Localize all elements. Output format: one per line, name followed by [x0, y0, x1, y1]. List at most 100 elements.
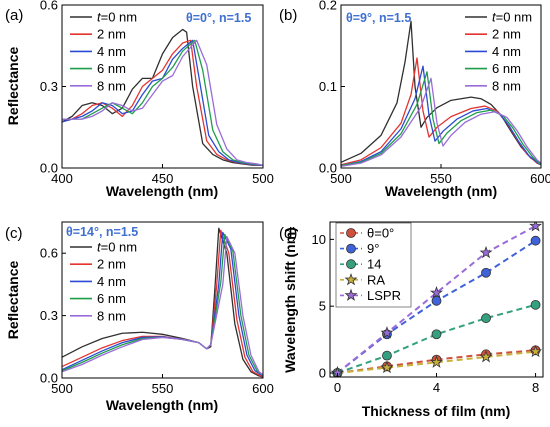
plot-area [330, 222, 543, 377]
legend-label: 8 nm [97, 308, 126, 323]
y-tick-label: 0 [319, 365, 326, 380]
legend-marker [344, 288, 358, 301]
legend-label: 6 nm [492, 61, 521, 76]
data-point [479, 350, 493, 363]
panel-c: 500 550 600 0.0 0.3 0.6 Wavelength (nm) Reflect… [5, 221, 274, 413]
axes-frame [61, 4, 264, 169]
y-tick-label: 0.6 [40, 246, 58, 261]
y-tick-label: 0.0 [40, 371, 58, 386]
x-tick-label: 8 [532, 380, 539, 395]
panel-label: (a) [5, 7, 23, 24]
series-line [62, 39, 263, 166]
data-point [380, 360, 394, 374]
plot-area [62, 227, 263, 378]
legend-marker [344, 272, 358, 286]
y-tick-label: 0.3 [40, 79, 58, 94]
y-tick-label: 0.3 [40, 308, 58, 323]
data-point [429, 285, 444, 299]
legend-label-italic: t [97, 240, 102, 255]
legend-label: t=0 nm [97, 240, 137, 255]
y-tick-label: 10 [312, 232, 326, 247]
legend-label: 8 nm [492, 78, 521, 93]
data-point [382, 350, 392, 361]
data-point [479, 245, 493, 259]
y-tick-label: 0.0 [319, 161, 337, 176]
legend: t=0 nm 2 nm 4 nm 6 nm 8 nm [70, 240, 137, 323]
plot-area [62, 28, 263, 166]
legend-label: 9° [367, 241, 379, 256]
condition-annotation: θ=9°, n=1.5 [346, 11, 411, 25]
x-tick-label: 400 [51, 171, 73, 186]
y-tick-label: 0.1 [319, 79, 337, 94]
y-tick-label: 0.6 [40, 0, 58, 13]
legend-label: 6 nm [97, 61, 126, 76]
panel-b: 500 550 600 0.0 0.1 0.2 Wavelength (nm) (b) θ=9°… [279, 0, 550, 199]
legend-label: 4 nm [492, 44, 521, 59]
legend-marker [346, 259, 356, 270]
y-tick-label: 5 [319, 299, 326, 314]
data-point [431, 295, 442, 306]
legend-label: 14 [367, 257, 381, 272]
series-fit-line [336, 225, 537, 374]
data-point [529, 222, 543, 232]
legend-label-italic: t [492, 10, 497, 25]
data-point [380, 326, 394, 339]
series-line [62, 28, 263, 166]
x-tick-label: 500 [51, 381, 73, 396]
y-axis-label: Wavelength shift (nm) [282, 227, 298, 373]
condition-annotation: θ=14°, n=1.5 [66, 225, 138, 239]
series-line [62, 227, 263, 378]
x-tick-label: 550 [152, 381, 174, 396]
legend-label-rest: =0 nm [496, 10, 533, 25]
series-fit-line [337, 303, 536, 374]
y-axis-label: Reflectance [5, 260, 21, 339]
series-line [62, 39, 263, 166]
legend-label-rest: =0 nm [101, 240, 138, 255]
legend-label: RA [367, 272, 385, 287]
data-point [481, 313, 491, 324]
y-tick-label: 0.0 [40, 161, 58, 176]
legend-marker [346, 243, 356, 254]
panel-label: (d) [279, 225, 297, 242]
x-tick-label: 600 [530, 171, 550, 186]
series-line [341, 20, 541, 165]
series-line [341, 65, 541, 167]
legend-label-italic: t [97, 10, 102, 25]
y-axis-label: Reflectance [5, 46, 21, 125]
legend-label: 2 nm [492, 27, 521, 42]
series-line [62, 39, 263, 166]
x-axis-label: Wavelength (nm) [106, 397, 218, 413]
x-axis-label: Wavelength (nm) [106, 183, 218, 199]
legend-marker [346, 228, 356, 238]
condition-annotation: θ=0°, n=1.5 [186, 11, 251, 25]
series-line [341, 77, 541, 168]
panel-label: (c) [5, 225, 23, 242]
legend-label-rest: =0 nm [101, 10, 138, 25]
legend-label: t=0 nm [97, 10, 137, 25]
x-tick-label: 500 [330, 171, 352, 186]
data-point [431, 329, 442, 340]
legend-label: θ=0° [367, 226, 394, 241]
legend-label: 8 nm [97, 78, 126, 93]
legend: t=0 nm 2 nm 4 nm 6 nm 8 nm [70, 10, 137, 93]
plot-area [341, 20, 541, 168]
legend-label: LSPR [367, 288, 401, 303]
axes-frame [61, 221, 264, 379]
data-point [429, 355, 444, 368]
panel-label: (b) [279, 7, 297, 24]
series-line [62, 235, 263, 376]
data-point [529, 344, 543, 358]
panel-d: 0 4 8 0 5 10 Thickness of film (nm) Wavelength … [279, 221, 544, 419]
x-tick-label: 500 [252, 171, 274, 186]
data-point [530, 299, 541, 310]
x-tick-label: 550 [430, 171, 452, 186]
panel-a: 400 450 500 0.0 0.3 0.6 Wavelength (nm) Reflect… [5, 0, 274, 199]
series-fit-line [337, 350, 536, 374]
legend-label: 2 nm [97, 257, 126, 272]
x-tick-label: 4 [433, 380, 440, 395]
y-tick-label: 0.2 [319, 0, 337, 13]
data-point [481, 267, 491, 278]
legend: t=0 nm 2 nm 4 nm 6 nm 8 nm [465, 10, 533, 93]
series-line [341, 71, 541, 167]
